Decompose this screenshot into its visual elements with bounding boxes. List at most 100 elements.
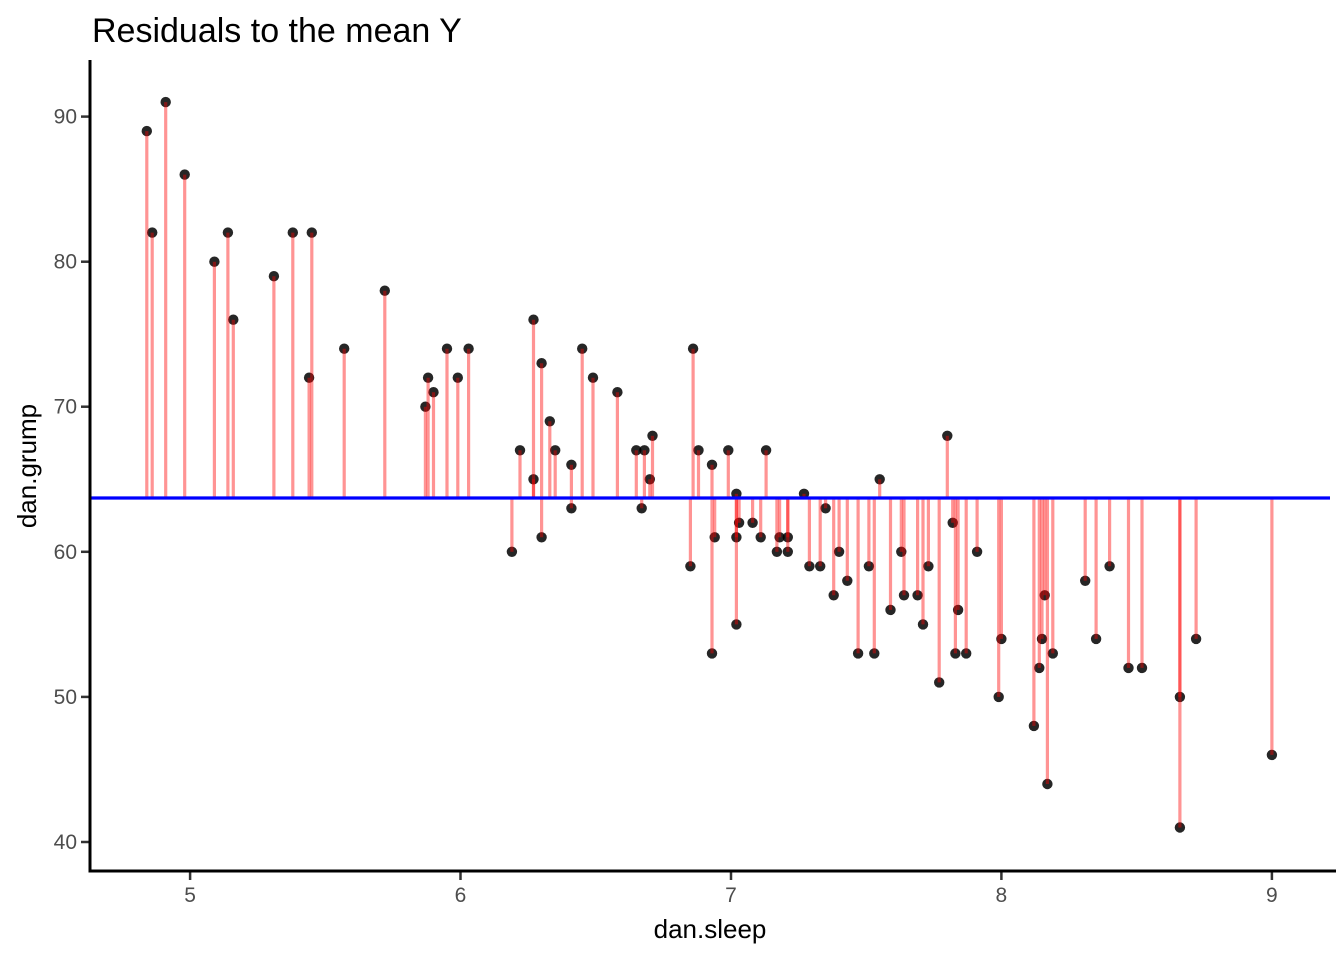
data-point bbox=[869, 648, 880, 659]
data-point bbox=[587, 372, 599, 383]
data-point bbox=[733, 517, 745, 528]
data-point bbox=[1123, 662, 1134, 674]
data-point bbox=[917, 619, 929, 630]
data-point bbox=[441, 343, 453, 354]
axes-layer: 5 6 7 8 9 40 50 60 70 80 90 bbox=[54, 60, 1336, 907]
data-point bbox=[804, 561, 815, 572]
data-point bbox=[147, 227, 158, 238]
data-point bbox=[422, 372, 434, 383]
data-point bbox=[709, 532, 720, 543]
y-tick-label: 90 bbox=[54, 106, 77, 129]
data-point bbox=[1174, 822, 1186, 833]
data-point bbox=[687, 343, 699, 354]
data-point bbox=[179, 169, 190, 180]
data-point bbox=[1104, 561, 1115, 572]
data-point bbox=[774, 532, 785, 543]
data-point bbox=[536, 358, 547, 369]
stems-layer bbox=[145, 102, 1274, 828]
data-point bbox=[771, 546, 783, 557]
y-tick-label: 70 bbox=[54, 396, 77, 419]
data-point bbox=[852, 648, 864, 659]
data-point bbox=[1090, 633, 1102, 645]
data-point bbox=[566, 503, 577, 514]
data-point bbox=[842, 575, 853, 586]
data-point bbox=[544, 416, 555, 427]
points-layer bbox=[141, 96, 1278, 833]
data-point bbox=[798, 488, 810, 499]
data-point bbox=[693, 445, 704, 456]
data-point bbox=[731, 532, 742, 543]
data-point bbox=[228, 314, 239, 325]
data-point bbox=[912, 590, 923, 601]
data-point bbox=[420, 401, 431, 412]
y-tick-label: 60 bbox=[54, 541, 77, 564]
data-point bbox=[1190, 633, 1202, 645]
data-point bbox=[706, 459, 718, 470]
data-point bbox=[209, 256, 220, 267]
data-point bbox=[222, 227, 234, 238]
data-point bbox=[755, 532, 766, 543]
data-point bbox=[760, 445, 772, 456]
data-point bbox=[863, 561, 875, 572]
data-point bbox=[287, 227, 298, 238]
x-tick-label: 9 bbox=[1266, 884, 1278, 907]
data-point bbox=[647, 430, 658, 441]
data-point bbox=[612, 387, 623, 398]
chart-title: Residuals to the mean Y bbox=[92, 12, 462, 50]
y-tick-label: 80 bbox=[54, 251, 77, 274]
data-point bbox=[934, 677, 945, 688]
data-point bbox=[1136, 662, 1148, 674]
data-point bbox=[1174, 691, 1186, 703]
data-point bbox=[947, 517, 958, 528]
data-point bbox=[731, 619, 742, 630]
data-point bbox=[723, 445, 734, 456]
data-point bbox=[833, 546, 845, 557]
x-tick-label: 5 bbox=[184, 884, 196, 907]
data-point bbox=[463, 343, 474, 354]
data-point bbox=[950, 648, 961, 659]
data-point bbox=[1034, 662, 1045, 674]
data-point bbox=[1028, 720, 1040, 732]
x-tick-label: 7 bbox=[725, 884, 737, 907]
data-point bbox=[996, 633, 1007, 645]
data-point bbox=[528, 474, 539, 485]
y-tick-label: 40 bbox=[54, 831, 77, 854]
data-point bbox=[1036, 633, 1048, 645]
data-point bbox=[885, 604, 896, 616]
data-point bbox=[815, 561, 826, 572]
data-point bbox=[550, 445, 561, 456]
data-point bbox=[577, 343, 588, 354]
data-point bbox=[1039, 590, 1050, 601]
data-point bbox=[636, 503, 647, 514]
data-point bbox=[514, 445, 526, 456]
data-point bbox=[428, 387, 439, 398]
x-axis-title: dan.sleep bbox=[654, 914, 767, 944]
data-point bbox=[639, 445, 650, 456]
data-point bbox=[306, 227, 317, 238]
y-axis-title: dan.grump bbox=[12, 404, 42, 528]
data-point bbox=[828, 590, 839, 601]
data-point bbox=[731, 488, 742, 499]
data-point bbox=[379, 285, 390, 296]
data-point bbox=[961, 648, 972, 659]
y-tick-label: 50 bbox=[54, 686, 77, 709]
data-point bbox=[820, 503, 831, 514]
data-point bbox=[896, 546, 907, 557]
data-point bbox=[1080, 575, 1091, 586]
data-point bbox=[923, 561, 934, 572]
data-point bbox=[303, 372, 315, 383]
x-tick-label: 8 bbox=[996, 884, 1008, 907]
data-point bbox=[1266, 749, 1278, 761]
data-point bbox=[644, 474, 655, 485]
data-point bbox=[898, 590, 910, 601]
data-point bbox=[706, 648, 718, 659]
data-point bbox=[782, 532, 793, 543]
data-point bbox=[971, 546, 983, 557]
data-point bbox=[782, 546, 793, 557]
data-point bbox=[1047, 648, 1059, 659]
data-point bbox=[874, 474, 885, 485]
data-point bbox=[942, 430, 953, 441]
data-point bbox=[566, 459, 577, 470]
